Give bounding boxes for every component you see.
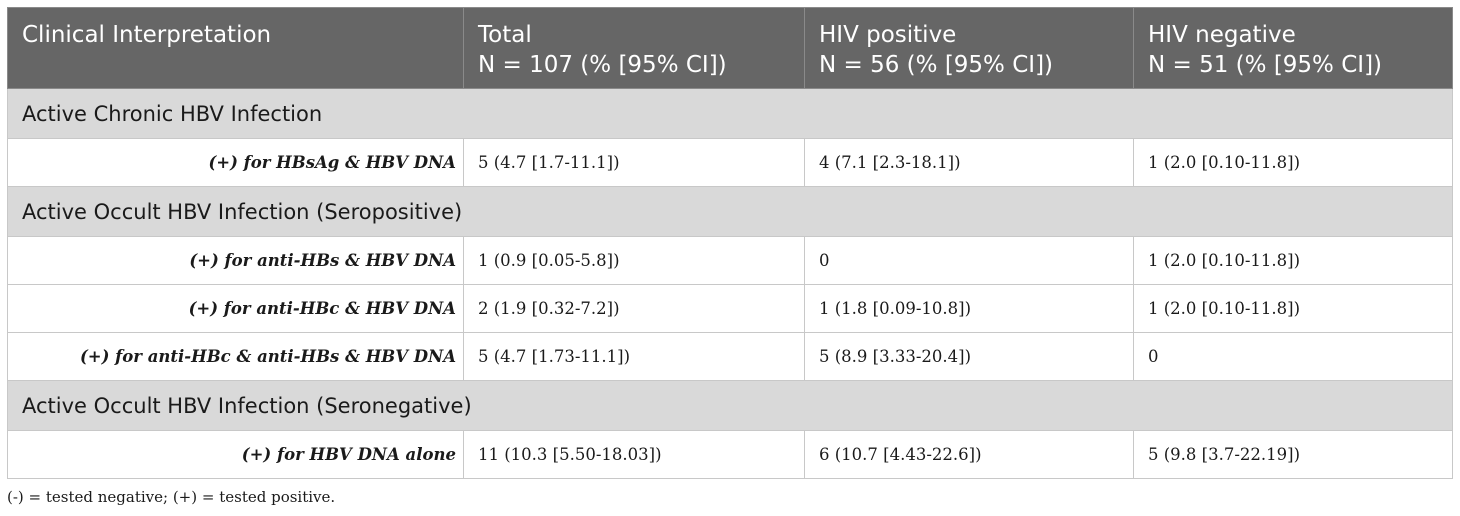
table-footnote: (-) = tested negative; (+) = tested posi… — [7, 488, 336, 506]
cell-hiv-negative: 1 (2.0 [0.10-11.8]) — [1133, 236, 1453, 285]
row-label: (+) for HBV DNA alone — [7, 430, 464, 479]
row-label: (+) for anti-HBs & HBV DNA — [7, 236, 464, 285]
header-hiv-negative: HIV negative N = 51 (% [95% CI]) — [1133, 7, 1453, 89]
results-table: Clinical Interpretation Total N = 107 (%… — [7, 7, 1453, 479]
table-row: (+) for HBV DNA alone 11 (10.3 [5.50-18.… — [7, 430, 1453, 479]
header-clinical-interpretation: Clinical Interpretation — [7, 7, 464, 89]
table-container: Clinical Interpretation Total N = 107 (%… — [7, 7, 1453, 479]
cell-hiv-negative: 0 — [1133, 332, 1453, 381]
section-row-seronegative: Active Occult HBV Infection (Seronegativ… — [7, 380, 1453, 431]
section-row-seropositive: Active Occult HBV Infection (Seropositiv… — [7, 186, 1453, 237]
header-sublabel: N = 107 (% [95% CI]) — [478, 52, 727, 78]
section-row-chronic: Active Chronic HBV Infection — [7, 88, 1453, 139]
cell-total: 2 (1.9 [0.32-7.2]) — [463, 284, 805, 333]
table-row: (+) for anti-HBs & HBV DNA 1 (0.9 [0.05-… — [7, 236, 1453, 285]
header-label: HIV negative — [1148, 22, 1296, 48]
header-sublabel: N = 51 (% [95% CI]) — [1148, 52, 1383, 78]
header-label: Total — [478, 22, 532, 48]
cell-hiv-negative: 1 (2.0 [0.10-11.8]) — [1133, 284, 1453, 333]
header-label: HIV positive — [819, 22, 957, 48]
table-row: (+) for HBsAg & HBV DNA 5 (4.7 [1.7-11.1… — [7, 138, 1453, 187]
section-title: Active Occult HBV Infection (Seropositiv… — [7, 186, 1453, 237]
cell-total: 5 (4.7 [1.7-11.1]) — [463, 138, 805, 187]
row-label: (+) for anti-HBc & anti-HBs & HBV DNA — [7, 332, 464, 381]
cell-total: 1 (0.9 [0.05-5.8]) — [463, 236, 805, 285]
cell-hiv-positive: 5 (8.9 [3.33-20.4]) — [804, 332, 1134, 381]
cell-total: 5 (4.7 [1.73-11.1]) — [463, 332, 805, 381]
header-total: Total N = 107 (% [95% CI]) — [463, 7, 805, 89]
section-title: Active Chronic HBV Infection — [7, 88, 1453, 139]
row-label: (+) for HBsAg & HBV DNA — [7, 138, 464, 187]
table-row: (+) for anti-HBc & HBV DNA 2 (1.9 [0.32-… — [7, 284, 1453, 333]
cell-hiv-positive: 6 (10.7 [4.43-22.6]) — [804, 430, 1134, 479]
cell-total: 11 (10.3 [5.50-18.03]) — [463, 430, 805, 479]
section-title: Active Occult HBV Infection (Seronegativ… — [7, 380, 1453, 431]
cell-hiv-positive: 1 (1.8 [0.09-10.8]) — [804, 284, 1134, 333]
table-row: (+) for anti-HBc & anti-HBs & HBV DNA 5 … — [7, 332, 1453, 381]
cell-hiv-negative: 5 (9.8 [3.7-22.19]) — [1133, 430, 1453, 479]
header-label: Clinical Interpretation — [22, 22, 272, 48]
header-sublabel: N = 56 (% [95% CI]) — [819, 52, 1054, 78]
header-row: Clinical Interpretation Total N = 107 (%… — [7, 7, 1453, 89]
row-label: (+) for anti-HBc & HBV DNA — [7, 284, 464, 333]
cell-hiv-negative: 1 (2.0 [0.10-11.8]) — [1133, 138, 1453, 187]
header-hiv-positive: HIV positive N = 56 (% [95% CI]) — [804, 7, 1134, 89]
cell-hiv-positive: 0 — [804, 236, 1134, 285]
cell-hiv-positive: 4 (7.1 [2.3-18.1]) — [804, 138, 1134, 187]
